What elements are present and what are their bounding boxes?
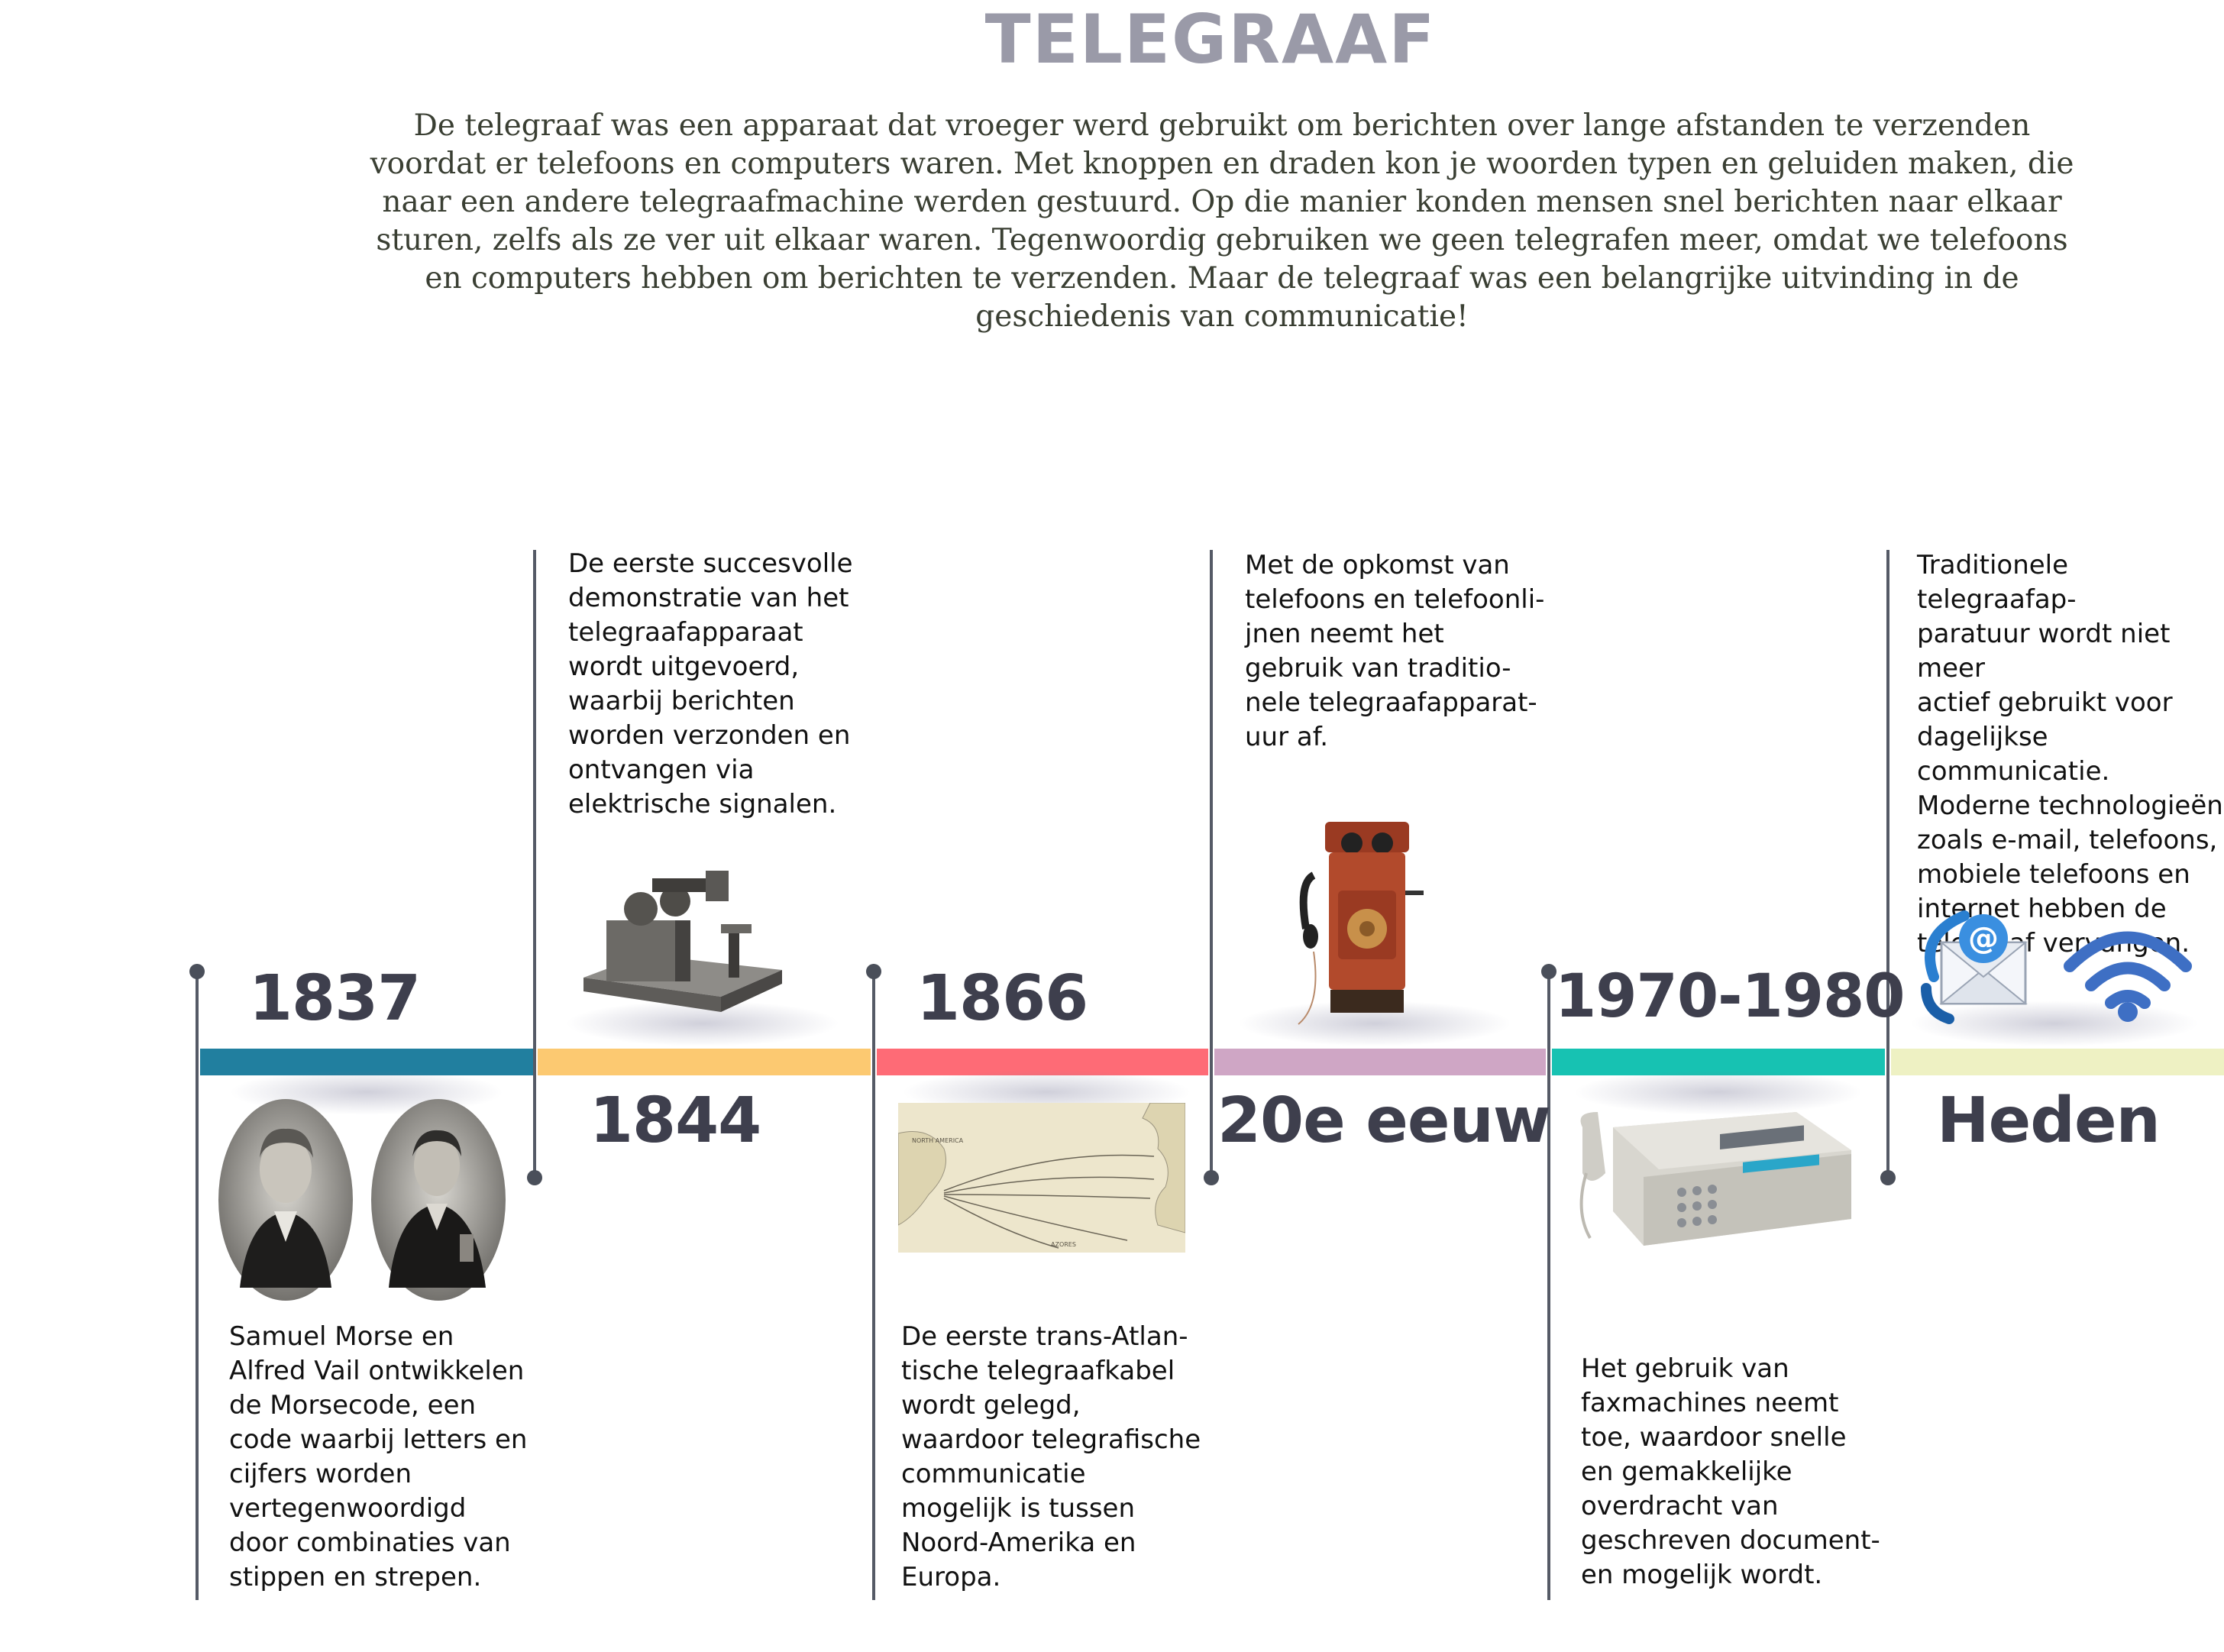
year-label-1970-1980: 1970-1980 — [1555, 962, 1906, 1031]
connector-dot-20e-eeuw — [1204, 1170, 1219, 1185]
connector-1844 — [533, 550, 536, 1180]
event-description-20e-eeuw: Met de opkomst van telefoons en telefoon… — [1245, 550, 1545, 752]
fax-machine — [1579, 1112, 1851, 1246]
wifi-icon — [2064, 931, 2192, 1022]
image-shadow — [1573, 1069, 1864, 1115]
year-label-heden: Heden — [1937, 1085, 2161, 1157]
email-at-symbol: @ — [1968, 921, 1999, 956]
timeline-segment-1837 — [200, 1049, 533, 1075]
timeline-segment-1866 — [877, 1049, 1208, 1075]
timeline-segment-20e-eeuw — [1214, 1049, 1546, 1075]
connector-1866 — [872, 974, 875, 1600]
page-title: TELEGRAAF — [984, 0, 1437, 79]
event-description-1866: De eerste trans-Atlan- tische telegraafk… — [901, 1321, 1201, 1592]
timeline-segment-1970-1980 — [1552, 1049, 1885, 1075]
connector-dot-1970-1980 — [1541, 964, 1556, 979]
year-label-1844: 1844 — [590, 1085, 761, 1157]
portraits-of-morse-and-vail — [218, 1099, 506, 1301]
timeline-segment-heden — [1891, 1049, 2224, 1075]
wall-telephone — [1298, 822, 1424, 1025]
event-description-heden: Traditionele telegraafap- paratuur wordt… — [1917, 550, 2223, 959]
portrait-vail — [371, 1099, 506, 1301]
connector-1837 — [196, 974, 199, 1600]
timeline-segment-1844 — [538, 1049, 871, 1075]
intro-paragraph: De telegraaf was een apparaat dat vroege… — [370, 108, 2074, 334]
event-description-1844: De eerste succesvolle demonstratie van h… — [568, 548, 853, 820]
connector-dot-1844 — [527, 1170, 542, 1185]
year-label-1837: 1837 — [249, 962, 421, 1035]
portrait-morse — [218, 1099, 353, 1301]
event-description-1837: Samuel Morse en Alfred Vail ontwikkelen … — [229, 1321, 528, 1592]
connector-heden — [1886, 550, 1889, 1180]
connector-dot-1866 — [866, 964, 881, 979]
image-shadow — [1909, 1001, 2200, 1046]
connector-dot-1837 — [189, 964, 205, 979]
telegraph-machine — [583, 871, 782, 1012]
connector-20e-eeuw — [1210, 550, 1213, 1180]
connector-1970-1980 — [1547, 974, 1550, 1600]
transatlantic-cable-map: NORTH AMERICA AZORES — [898, 1103, 1185, 1253]
map-label-azores: AZORES — [1051, 1241, 1076, 1248]
event-description-1970-1980: Het gebruik van faxmachines neemt toe, w… — [1581, 1353, 1880, 1590]
email-icon: @ — [1921, 910, 2028, 1024]
connector-dot-heden — [1880, 1170, 1896, 1185]
year-label-20e-eeuw: 20e eeuw — [1217, 1085, 1551, 1157]
map-label-north-america: NORTH AMERICA — [912, 1137, 964, 1144]
year-label-1866: 1866 — [916, 962, 1088, 1035]
